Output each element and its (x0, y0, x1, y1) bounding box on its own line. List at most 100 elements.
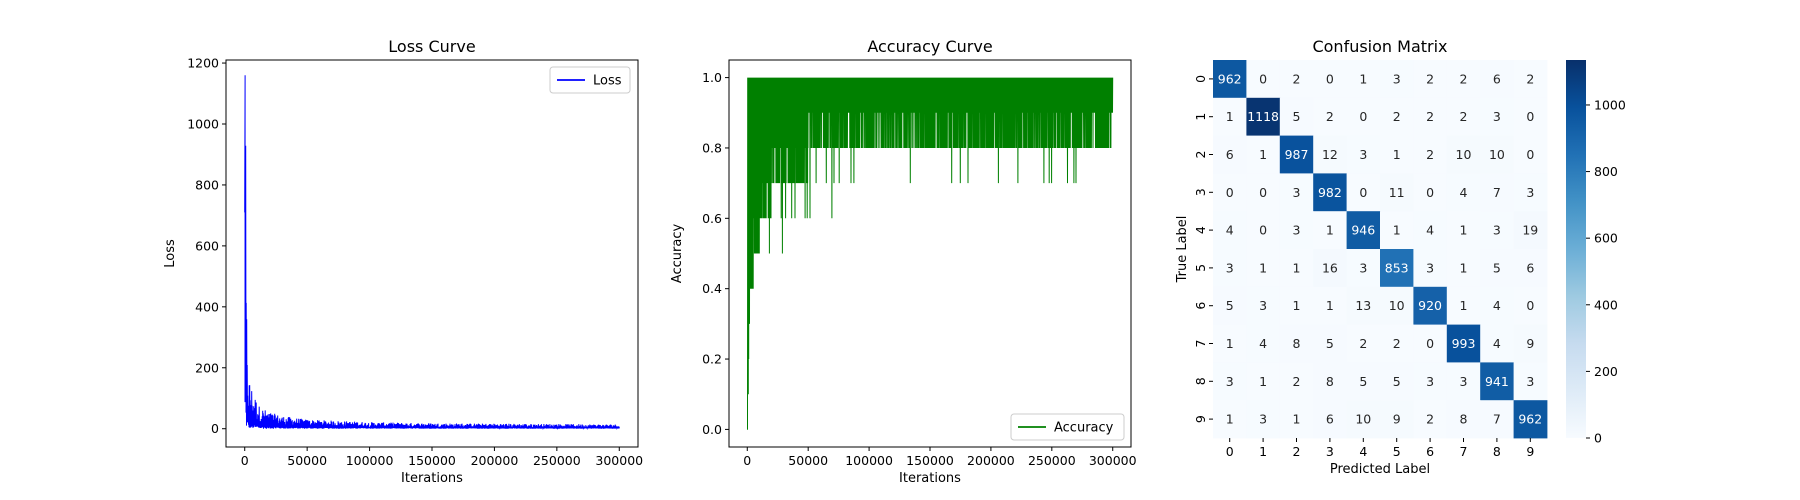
cell-value-label: 1 (1393, 223, 1401, 238)
cell-value-label: 9 (1393, 412, 1401, 427)
heatmap-cell (1513, 211, 1548, 250)
chart-title: Confusion Matrix (1312, 37, 1447, 56)
y-tick-label: 7 (1193, 340, 1208, 348)
x-tick-label: 3 (1326, 444, 1334, 459)
heatmap-cell (1213, 211, 1247, 250)
y-tick-label: 2 (1193, 151, 1208, 159)
y-tick-label: 0.0 (702, 422, 722, 437)
cell-value-label: 962 (1218, 71, 1242, 86)
cell-value-label: 3 (1259, 298, 1267, 313)
heatmap-cell (1513, 400, 1548, 439)
cell-value-label: 3 (1359, 147, 1367, 162)
heatmap-cell (1380, 211, 1414, 250)
cell-value-label: 4 (1259, 336, 1267, 351)
cell-value-label: 8 (1293, 336, 1301, 351)
cell-value-label: 1 (1293, 298, 1301, 313)
cell-value-label: 1 (1326, 298, 1334, 313)
cell-value-label: 4 (1493, 336, 1501, 351)
heatmap-cell (1413, 97, 1448, 136)
cell-value-label: 3 (1293, 185, 1301, 200)
cell-value-label: 0 (1426, 185, 1434, 200)
loss-chart: Loss Curve 0 50000 100000 150000 200000 250000… (163, 37, 643, 486)
heatmap-cell (1246, 60, 1281, 99)
heatmap-cell (1446, 60, 1481, 99)
y-tick-label: 1 (1193, 113, 1208, 121)
x-tick-label: 1 (1259, 444, 1267, 459)
cell-value-label: 993 (1452, 336, 1476, 351)
heatmap-cell (1446, 400, 1481, 439)
cell-value-label: 3 (1526, 185, 1534, 200)
heatmap-cell (1246, 286, 1281, 325)
heatmap-cell (1446, 97, 1481, 136)
heatmap-cell (1279, 286, 1314, 325)
cell-value-label: 0 (1359, 185, 1367, 200)
x-tick-label: 0 (241, 453, 249, 468)
cell-value-label: 6 (1326, 412, 1334, 427)
y-tick-label: 5 (1193, 264, 1208, 272)
y-tick-label: 8 (1193, 377, 1208, 385)
heatmap-cell (1279, 173, 1314, 212)
cell-value-label: 1 (1460, 260, 1468, 275)
legend-box (1010, 413, 1125, 441)
x-tick-label: 200000 (471, 453, 519, 468)
heatmap-cell (1513, 286, 1548, 325)
heatmap-cell (1279, 249, 1314, 288)
y-tick-label: 0.8 (702, 140, 722, 155)
heatmap-cell (1446, 135, 1481, 174)
y-tick-label: 0.2 (702, 352, 722, 367)
heatmap-cell (1480, 400, 1514, 439)
y-tick-label: 1.0 (702, 70, 722, 85)
y-tick-label: 6 (1193, 302, 1208, 310)
heatmap-cell (1313, 135, 1347, 174)
heatmap-cell (1246, 249, 1281, 288)
heatmap-cell (1313, 286, 1347, 325)
heatmap-cell (1413, 173, 1448, 212)
heatmap-cell (1513, 97, 1548, 136)
y-axis-label: Loss (163, 239, 178, 268)
heatmap-cell (1213, 286, 1247, 325)
cell-value-label: 10 (1489, 147, 1505, 162)
cell-value-label: 5 (1326, 336, 1334, 351)
cell-value-label: 0 (1259, 223, 1267, 238)
colorbar-tick-label: 600 (1594, 231, 1618, 246)
heatmap-cell (1279, 362, 1314, 401)
heatmap-cell (1413, 286, 1448, 325)
cell-value-label: 7 (1493, 185, 1501, 200)
heatmap-cell (1446, 211, 1481, 250)
cell-value-label: 0 (1359, 109, 1367, 124)
heatmap-cell (1480, 173, 1514, 212)
chart-title: Accuracy Curve (867, 37, 992, 56)
x-tick-label: 7 (1460, 444, 1468, 459)
x-tick-label: 100000 (845, 453, 893, 468)
heatmap-cell (1346, 286, 1381, 325)
loss-series-line (244, 75, 620, 431)
heatmap-cell (1213, 249, 1247, 288)
x-tick-label: 2 (1293, 444, 1301, 459)
heatmap-cell (1346, 135, 1381, 174)
x-tick-label: 6 (1426, 444, 1434, 459)
x-tick-label: 250000 (1028, 453, 1076, 468)
colorbar-tick-label: 400 (1594, 297, 1618, 312)
legend-label: Accuracy (1054, 421, 1114, 436)
cell-value-label: 920 (1418, 298, 1442, 313)
heatmap-cell (1246, 135, 1281, 174)
y-tick-label: 3 (1193, 188, 1208, 196)
cell-value-label: 3 (1393, 71, 1401, 86)
heatmap-cell (1213, 362, 1247, 401)
y-tick-label: 1000 (187, 116, 219, 131)
cell-value-label: 2 (1526, 71, 1534, 86)
heatmap-cell (1346, 249, 1381, 288)
cell-value-label: 5 (1293, 109, 1301, 124)
heatmap-cell (1380, 249, 1414, 288)
heatmap-cell (1513, 362, 1548, 401)
x-tick-label: 150000 (906, 453, 954, 468)
cell-value-label: 4 (1226, 223, 1234, 238)
heatmap-cell (1480, 135, 1514, 174)
heatmap-cell (1279, 400, 1314, 439)
heatmap-cell (1313, 400, 1347, 439)
chart-title: Loss Curve (388, 37, 475, 56)
cell-value-label: 3 (1426, 260, 1434, 275)
y-tick-label: 9 (1193, 415, 1208, 423)
cell-value-label: 3 (1226, 260, 1234, 275)
